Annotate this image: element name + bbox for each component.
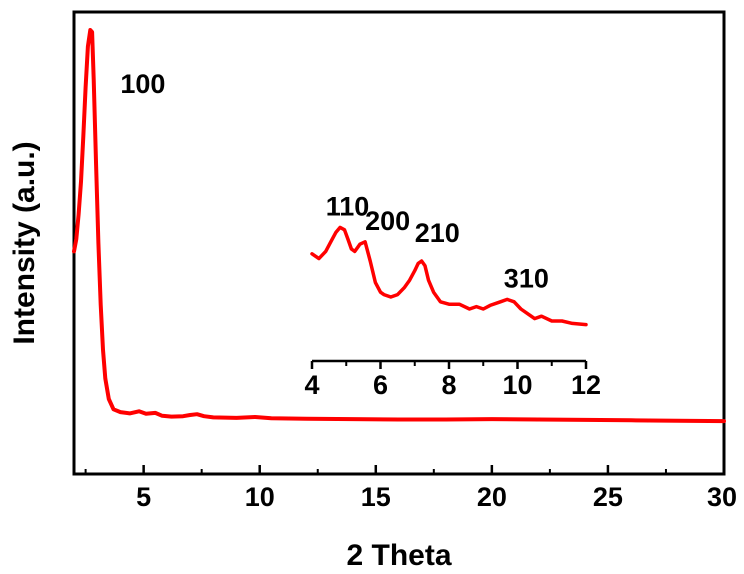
main-x-tick-labels: 5 10 15 20 25 30 xyxy=(136,482,737,512)
main-x-tick-label: 20 xyxy=(477,482,507,512)
main-x-tick-label: 25 xyxy=(593,482,623,512)
main-peak-label: 100 xyxy=(120,69,165,99)
y-axis-label: Intensity (a.u.) xyxy=(8,141,41,344)
x-axis-label: 2 Theta xyxy=(346,539,451,572)
plot-frame xyxy=(72,10,726,476)
main-x-ticks xyxy=(84,465,726,474)
main-x-tick-label: 5 xyxy=(136,482,151,512)
inset-x-tick-label: 10 xyxy=(502,370,532,400)
inset-peak-label: 110 xyxy=(326,191,370,221)
inset-x-tick-label: 12 xyxy=(571,370,601,400)
inset-peak-label: 200 xyxy=(365,206,410,236)
main-x-tick-label: 15 xyxy=(361,482,391,512)
inset-peak-label: 210 xyxy=(415,218,460,248)
inset-series-line xyxy=(310,225,588,327)
inset-x-ticks xyxy=(310,361,588,369)
inset-x-tick-label: 4 xyxy=(304,370,319,400)
main-x-tick-label: 10 xyxy=(245,482,275,512)
inset-peak-label: 310 xyxy=(504,263,549,293)
main-x-tick-label: 30 xyxy=(707,482,737,512)
inset-x-tick-label: 8 xyxy=(441,370,456,400)
inset-x-tick-labels: 4 6 8 10 12 xyxy=(304,370,601,400)
inset-x-tick-label: 6 xyxy=(373,370,388,400)
main-series-line xyxy=(72,28,726,424)
